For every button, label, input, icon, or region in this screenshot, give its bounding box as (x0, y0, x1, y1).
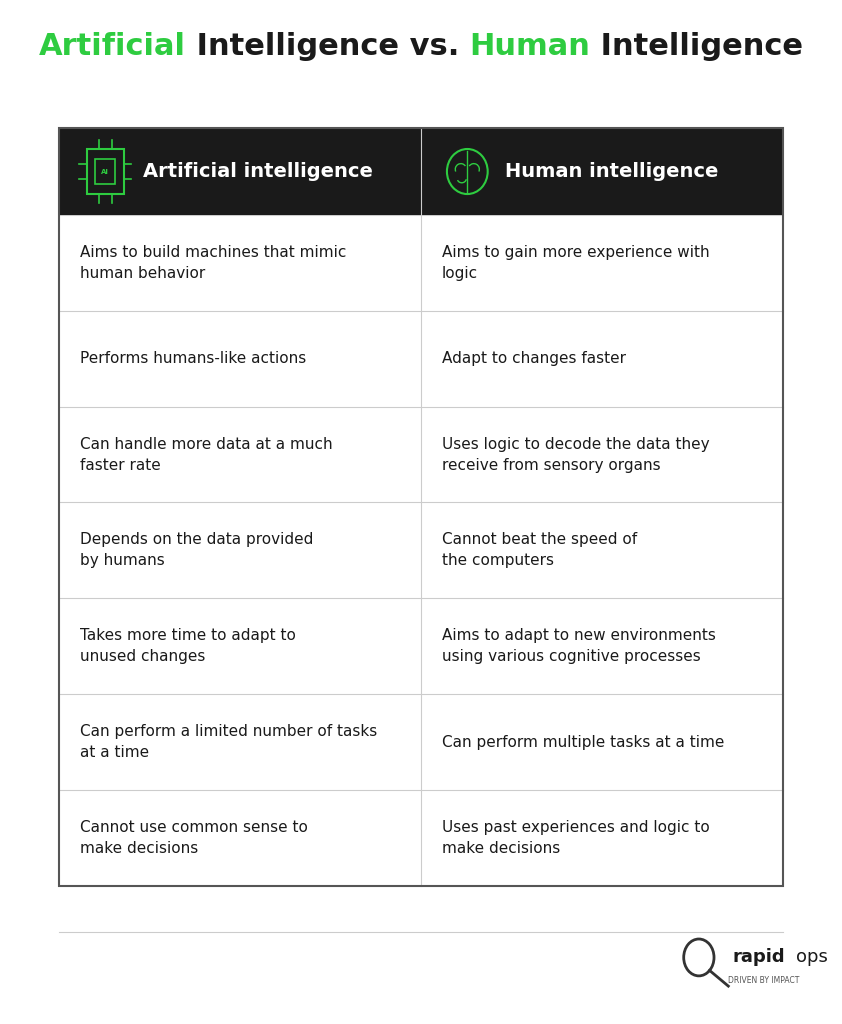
Text: Uses logic to decode the data they
receive from sensory organs: Uses logic to decode the data they recei… (442, 436, 710, 473)
Text: Performs humans-like actions: Performs humans-like actions (80, 351, 306, 367)
Text: Depends on the data provided
by humans: Depends on the data provided by humans (80, 532, 313, 568)
Text: Intelligence: Intelligence (590, 32, 803, 60)
FancyBboxPatch shape (59, 407, 783, 503)
Text: Takes more time to adapt to
unused changes: Takes more time to adapt to unused chang… (80, 628, 296, 665)
FancyBboxPatch shape (59, 311, 783, 407)
Text: Can perform a limited number of tasks
at a time: Can perform a limited number of tasks at… (80, 724, 377, 760)
Text: ops: ops (796, 948, 828, 967)
Text: Artificial: Artificial (39, 32, 185, 60)
FancyBboxPatch shape (59, 694, 783, 790)
FancyBboxPatch shape (59, 215, 783, 311)
Text: DRIVEN BY IMPACT: DRIVEN BY IMPACT (728, 977, 799, 985)
Text: Aims to gain more experience with
logic: Aims to gain more experience with logic (442, 245, 710, 281)
FancyBboxPatch shape (59, 503, 783, 598)
Text: Can handle more data at a much
faster rate: Can handle more data at a much faster ra… (80, 436, 333, 473)
FancyBboxPatch shape (59, 790, 783, 886)
Text: Intelligence vs.: Intelligence vs. (185, 32, 470, 60)
Text: Aims to build machines that mimic
human behavior: Aims to build machines that mimic human … (80, 245, 346, 281)
FancyBboxPatch shape (59, 128, 783, 215)
FancyBboxPatch shape (59, 598, 783, 694)
Text: Artificial intelligence: Artificial intelligence (143, 162, 373, 181)
Text: AI: AI (101, 169, 109, 174)
Text: Adapt to changes faster: Adapt to changes faster (442, 351, 626, 367)
Text: Human intelligence: Human intelligence (505, 162, 718, 181)
Text: Can perform multiple tasks at a time: Can perform multiple tasks at a time (442, 734, 724, 750)
Text: rapid: rapid (733, 948, 785, 967)
Text: Aims to adapt to new environments
using various cognitive processes: Aims to adapt to new environments using … (442, 628, 716, 665)
Text: Cannot use common sense to
make decisions: Cannot use common sense to make decision… (80, 820, 308, 856)
Text: Uses past experiences and logic to
make decisions: Uses past experiences and logic to make … (442, 820, 710, 856)
Text: Cannot beat the speed of
the computers: Cannot beat the speed of the computers (442, 532, 637, 568)
Text: Human: Human (470, 32, 590, 60)
